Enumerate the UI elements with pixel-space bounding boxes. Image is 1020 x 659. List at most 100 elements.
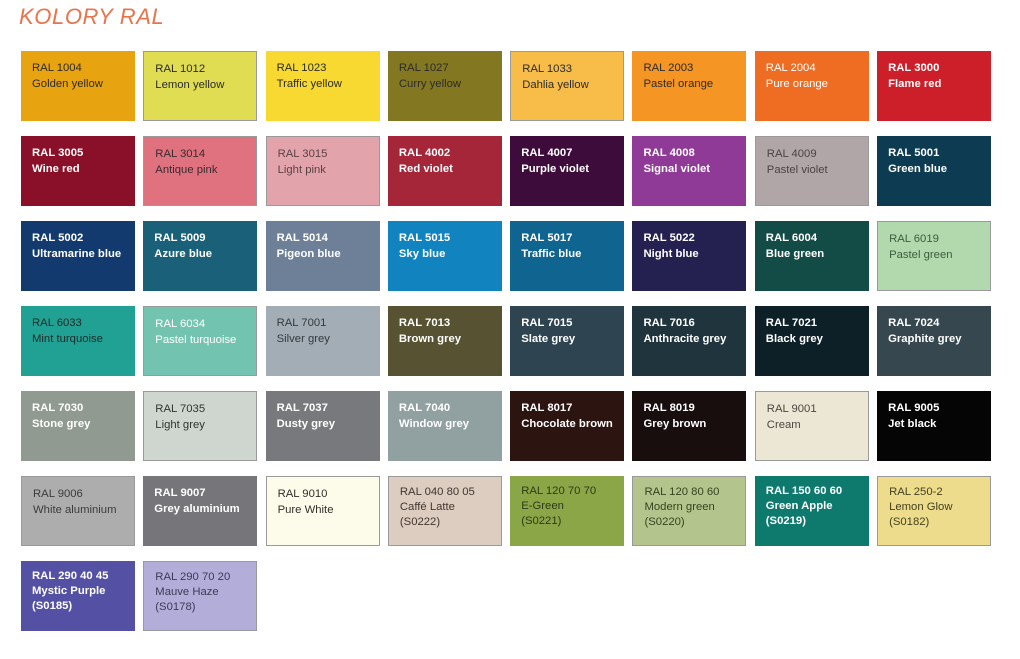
- color-swatch[interactable]: RAL 9001 Cream: [754, 391, 869, 461]
- color-swatch[interactable]: RAL 120 80 60 Modern green (S0220): [632, 476, 747, 546]
- swatch-code: RAL 9010: [277, 488, 328, 500]
- color-swatch[interactable]: RAL 3014 Antique pink: [143, 136, 258, 206]
- swatch-code: RAL 6019: [889, 233, 939, 245]
- color-swatch[interactable]: RAL 5014 Pigeon blue: [265, 221, 380, 291]
- color-swatch[interactable]: RAL 5017 Traffic blue: [510, 221, 625, 291]
- color-swatch[interactable]: RAL 7040 Window grey: [387, 391, 502, 461]
- swatch-code: RAL 9006: [33, 488, 83, 500]
- swatch-name: Pastel violet: [766, 163, 828, 176]
- swatch-name: Slate grey: [521, 332, 576, 345]
- swatch-name: Grey aluminium: [154, 502, 240, 515]
- swatch-sub-code: (S0221): [521, 515, 562, 527]
- swatch-code: RAL 1027: [398, 62, 449, 74]
- swatch-code: RAL 7013: [398, 317, 451, 329]
- color-swatch[interactable]: RAL 7013 Brown grey: [387, 306, 502, 376]
- color-swatch[interactable]: RAL 5015 Sky blue: [387, 221, 502, 291]
- swatch-sub-code: (S0219): [765, 515, 806, 527]
- color-swatch[interactable]: RAL 9006 White aluminium: [21, 476, 135, 546]
- color-swatch[interactable]: RAL 8017 Chocolate brown: [510, 391, 625, 461]
- color-swatch[interactable]: RAL 2004 Pure orange: [754, 51, 869, 121]
- swatch-name: Caffé Latte: [399, 501, 455, 513]
- color-swatch[interactable]: RAL 5002 Ultramarine blue: [21, 221, 135, 291]
- color-swatch[interactable]: RAL 4002 Red violet: [387, 136, 502, 206]
- swatch-name: Mauve Haze: [155, 586, 219, 598]
- swatch-name: Sky blue: [398, 247, 446, 260]
- swatch-name: Pure orange: [765, 77, 828, 90]
- swatch-code: RAL 7021: [765, 317, 818, 329]
- swatch-code: RAL 3005: [32, 147, 84, 159]
- color-swatch[interactable]: RAL 040 80 05 Caffé Latte (S0222): [387, 476, 502, 546]
- swatch-sub-code: (S0182): [889, 516, 930, 528]
- swatch-name: Light grey: [155, 418, 205, 431]
- color-swatch[interactable]: RAL 6033 Mint turquoise: [21, 306, 135, 376]
- swatch-code: RAL 250-2: [889, 486, 943, 498]
- color-swatch[interactable]: RAL 150 60 60 Green Apple (S0219): [754, 476, 869, 546]
- color-swatch[interactable]: RAL 9005 Jet black: [877, 391, 992, 461]
- color-swatch[interactable]: RAL 3005 Wine red: [21, 136, 135, 206]
- swatch-name: Pastel turquoise: [155, 333, 237, 346]
- swatch-name: Wine red: [32, 162, 80, 175]
- swatch-name: Cream: [766, 418, 801, 431]
- color-swatch[interactable]: RAL 1027 Curry yellow: [387, 51, 502, 121]
- color-swatch[interactable]: RAL 3000 Flame red: [877, 51, 992, 121]
- swatch-name: Blue green: [765, 247, 825, 260]
- swatch-name: Ultramarine blue: [32, 247, 122, 260]
- swatch-code: RAL 1004: [32, 62, 82, 74]
- swatch-code: RAL 7001: [276, 317, 327, 329]
- swatch-code: RAL 7040: [398, 402, 451, 414]
- swatch-name: Silver grey: [276, 332, 330, 345]
- color-swatch[interactable]: RAL 290 40 45 Mystic Purple (S0185): [21, 561, 135, 631]
- swatch-name: Purple violet: [521, 162, 589, 175]
- swatch-code: RAL 290 70 20: [155, 571, 231, 583]
- color-swatch[interactable]: RAL 9007 Grey aluminium: [143, 476, 258, 546]
- swatch-code: RAL 3014: [155, 148, 206, 160]
- color-swatch[interactable]: RAL 9010 Pure White: [265, 476, 380, 546]
- swatch-name: Signal violet: [643, 162, 711, 175]
- color-swatch[interactable]: RAL 2003 Pastel orange: [632, 51, 747, 121]
- color-swatch[interactable]: RAL 8019 Grey brown: [632, 391, 747, 461]
- color-swatch[interactable]: RAL 6034 Pastel turquoise: [143, 306, 258, 376]
- swatch-name: Mint turquoise: [32, 332, 103, 345]
- swatch-code: RAL 120 70 70: [521, 485, 597, 497]
- swatch-code: RAL 5001: [888, 147, 940, 159]
- swatch-code: RAL 3000: [888, 62, 940, 74]
- color-swatch[interactable]: RAL 7021 Black grey: [754, 306, 869, 376]
- color-swatch[interactable]: RAL 7016 Anthracite grey: [632, 306, 747, 376]
- swatch-name: Antique pink: [155, 163, 218, 176]
- color-swatch[interactable]: RAL 4007 Purple violet: [510, 136, 625, 206]
- color-swatch[interactable]: RAL 5009 Azure blue: [143, 221, 258, 291]
- color-swatch[interactable]: RAL 7035 Light grey: [143, 391, 258, 461]
- swatch-code: RAL 2004: [765, 62, 816, 74]
- swatch-code: RAL 1033: [522, 63, 573, 75]
- swatch-code: RAL 4009: [766, 148, 817, 160]
- color-swatch[interactable]: RAL 7015 Slate grey: [510, 306, 625, 376]
- color-swatch[interactable]: RAL 7001 Silver grey: [265, 306, 380, 376]
- color-swatch[interactable]: RAL 1012 Lemon yellow: [143, 51, 258, 121]
- color-swatch[interactable]: RAL 4008 Signal violet: [632, 136, 747, 206]
- color-swatch[interactable]: RAL 120 70 70 E-Green (S0221): [510, 476, 625, 546]
- color-swatch[interactable]: RAL 4009 Pastel violet: [754, 136, 869, 206]
- color-swatch[interactable]: RAL 1033 Dahlia yellow: [510, 51, 625, 121]
- color-swatch[interactable]: RAL 250-2 Lemon Glow (S0182): [877, 476, 992, 546]
- swatch-name: Green Apple: [765, 500, 833, 512]
- swatch-code: RAL 5002: [32, 232, 84, 244]
- color-swatch[interactable]: RAL 6004 Blue green: [754, 221, 869, 291]
- color-swatch[interactable]: RAL 1023 Traffic yellow: [265, 51, 380, 121]
- color-swatch[interactable]: RAL 3015 Light pink: [265, 136, 380, 206]
- color-swatch[interactable]: RAL 7037 Dusty grey: [265, 391, 380, 461]
- swatch-code: RAL 7015: [521, 317, 573, 329]
- swatch-code: RAL 120 80 60: [644, 486, 720, 498]
- color-swatch[interactable]: RAL 1004 Golden yellow: [21, 51, 135, 121]
- color-swatch[interactable]: RAL 5001 Green blue: [877, 136, 992, 206]
- color-swatch[interactable]: RAL 5022 Night blue: [632, 221, 747, 291]
- color-swatch[interactable]: RAL 6019 Pastel green: [877, 221, 992, 291]
- color-swatch[interactable]: RAL 290 70 20 Mauve Haze (S0178): [143, 561, 258, 631]
- swatch-name: Pigeon blue: [276, 247, 341, 260]
- color-swatch[interactable]: RAL 7030 Stone grey: [21, 391, 135, 461]
- swatch-code: RAL 4002: [398, 147, 451, 159]
- swatch-name: Golden yellow: [32, 77, 103, 90]
- swatch-name: Dusty grey: [276, 417, 335, 430]
- swatch-name: Flame red: [888, 77, 942, 90]
- color-swatch[interactable]: RAL 7024 Graphite grey: [877, 306, 992, 376]
